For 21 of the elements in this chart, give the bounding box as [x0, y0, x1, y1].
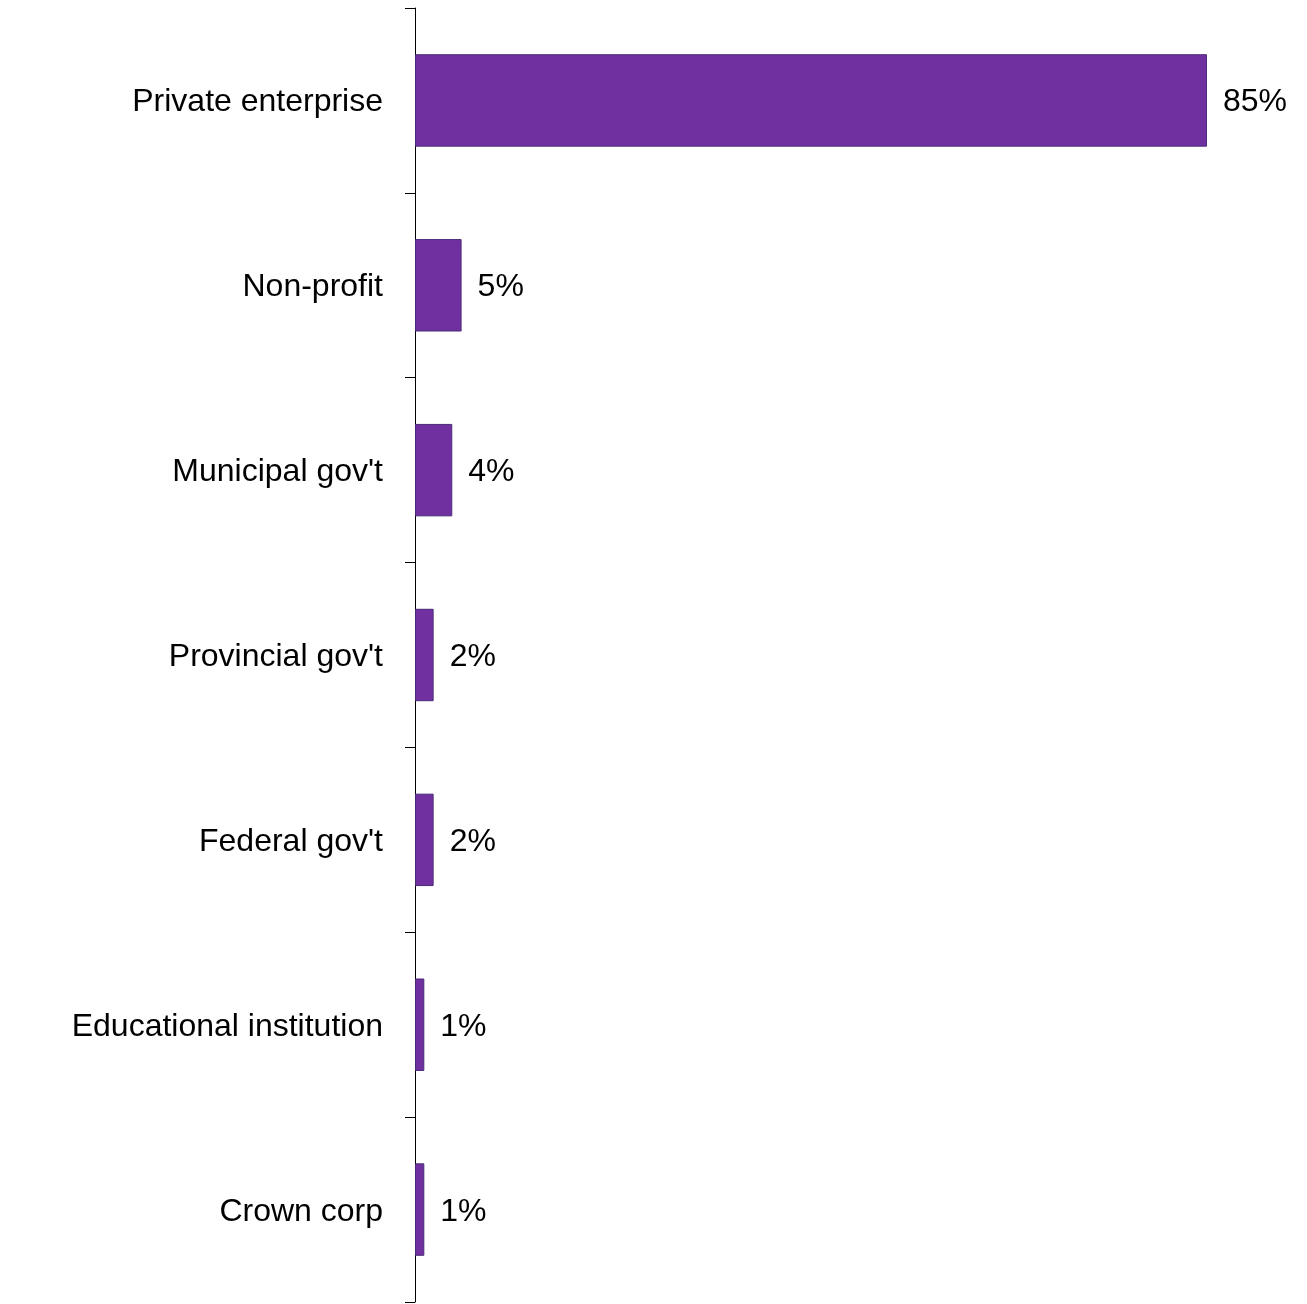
y-tick-label: Crown corp: [219, 1191, 383, 1228]
y-tick-label: Federal gov't: [199, 821, 384, 858]
bar: [415, 978, 425, 1071]
y-tick-label: Private enterprise: [132, 82, 383, 119]
y-tick-label: Municipal gov't: [172, 452, 384, 489]
bar: [415, 423, 453, 517]
bar: [415, 608, 434, 702]
data-label: 1%: [440, 1191, 487, 1228]
data-label: 2%: [449, 821, 496, 858]
y-tick-label: Educational institution: [71, 1006, 383, 1043]
bar: [415, 1163, 425, 1256]
bar: [415, 793, 434, 887]
bar: [415, 239, 462, 332]
data-label: 2%: [449, 637, 496, 673]
y-tick-label: Non-profit: [242, 267, 384, 304]
data-label: 85%: [1223, 82, 1288, 119]
data-label: 4%: [468, 452, 515, 489]
data-label: 5%: [477, 267, 524, 304]
data-label: 1%: [440, 1006, 487, 1043]
bar: [415, 54, 1207, 147]
y-tick-label: Provincial gov't: [168, 637, 384, 673]
